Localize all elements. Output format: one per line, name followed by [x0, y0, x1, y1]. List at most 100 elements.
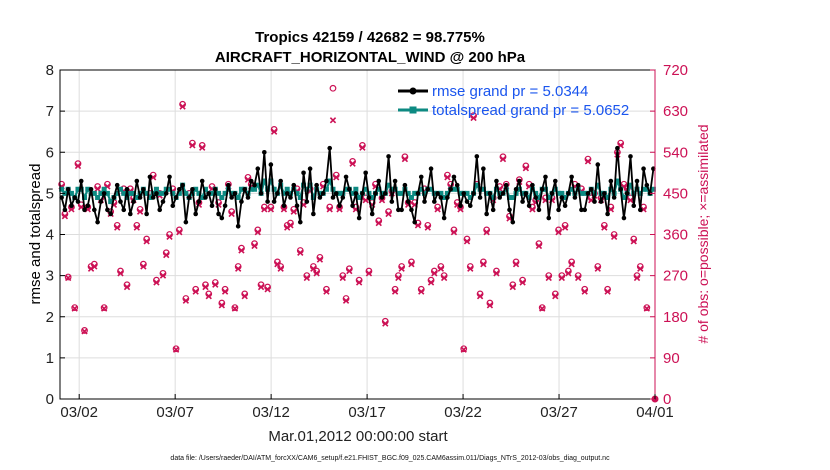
rmse-point [454, 182, 460, 188]
rmse-point [167, 174, 172, 180]
obs-possible-point [100, 304, 108, 312]
rmse-point [572, 195, 578, 200]
totalspread-point [323, 186, 329, 192]
totalspread-point [59, 186, 65, 192]
rmse-point [173, 195, 179, 200]
rmse-point [157, 207, 163, 213]
rmse-point [546, 215, 552, 221]
grid-lines [60, 70, 655, 399]
obs-assimilated-point [192, 288, 199, 295]
totalspread-point [627, 182, 633, 188]
obs-assimilated-point [470, 114, 477, 122]
rmse-point [252, 182, 257, 188]
rmse-point [517, 178, 522, 184]
y-tick-label: 2 [46, 309, 54, 326]
totalspread-point [248, 186, 254, 192]
obs-assimilated-point [143, 238, 150, 245]
y2-tick-label: 450 [663, 185, 688, 202]
totalspread-point [464, 190, 470, 196]
rmse-point [536, 207, 542, 213]
rmse-point [513, 186, 519, 192]
obs-assimilated-point [486, 302, 494, 309]
rmse-point [569, 174, 574, 180]
rmse-point [621, 215, 627, 221]
rmse-point [347, 186, 352, 192]
totalspread-point [480, 186, 486, 192]
obs-assimilated-point [391, 288, 399, 295]
rmse-point [510, 219, 516, 225]
totalspread-point [438, 190, 444, 196]
obs-assimilated-point [568, 261, 575, 268]
obs-assimilated-point [316, 256, 324, 263]
totalspread-point [222, 190, 228, 196]
rmse-point [615, 145, 620, 151]
obs-assimilated-point [310, 265, 317, 272]
totalspread-point [297, 194, 303, 200]
rmse-point [297, 219, 303, 225]
rmse-point [340, 195, 346, 200]
rmse-point [327, 145, 333, 151]
obs-assimilated-point [297, 249, 304, 256]
totalspread-point [124, 194, 130, 200]
rmse-point [432, 199, 437, 204]
rmse-point [366, 195, 372, 200]
rmse-point [111, 195, 117, 200]
totalspread-point [170, 190, 176, 196]
rmse-point [170, 203, 176, 209]
rmse-point [75, 199, 81, 204]
obs-assimilated-point [326, 206, 333, 213]
right-axis-ticks: 0 90 180 270 360 450 540 630 720 [650, 62, 688, 408]
rmse-point [85, 203, 91, 209]
rmse-point [487, 191, 493, 196]
totalspread-point [546, 194, 552, 200]
obs-assimilated-point [342, 297, 350, 304]
rmse-point [62, 207, 68, 213]
obs-assimilated-point [136, 208, 144, 215]
obs-assimilated-point [133, 224, 140, 231]
totalspread-point [117, 186, 123, 192]
obs-assimilated-point [535, 242, 543, 250]
rmse-point [562, 203, 568, 209]
rmse-point [428, 166, 434, 171]
legend-rmse-marker [409, 87, 417, 95]
obs-assimilated-point [601, 224, 608, 231]
rmse-point [203, 195, 208, 200]
rmse-point [458, 203, 463, 209]
obs-assimilated-point [529, 206, 536, 213]
totalspread-point [595, 182, 601, 188]
obs-assimilated-point [604, 288, 611, 295]
obs-assimilated-point [539, 305, 546, 312]
rmse-point [602, 191, 607, 196]
rmse-point [592, 199, 597, 204]
obs-assimilated-point [159, 272, 167, 279]
totalspread-point [104, 190, 110, 196]
obs-assimilated-point [480, 261, 487, 268]
rmse-point [595, 162, 601, 167]
rmse-point [422, 199, 427, 204]
totalspread-point [108, 199, 114, 205]
totalspread-point [582, 190, 588, 196]
y-tick-label: 0 [46, 391, 54, 408]
x-axis-label: Mar.01,2012 00:00:00 start [268, 428, 448, 445]
obs-assimilated-point [627, 197, 634, 204]
obs-possible-point [329, 84, 337, 92]
x-tick-label: 03/02 [60, 404, 98, 421]
rmse-point [281, 203, 287, 209]
obs-assimilated-point [228, 210, 235, 218]
rmse-point [284, 191, 290, 196]
rmse-point [199, 178, 205, 184]
obs-assimilated-point [512, 261, 520, 268]
rmse-point [631, 203, 637, 209]
rmse-point [392, 178, 398, 184]
obs-assimilated-point [434, 206, 441, 213]
obs-assimilated-point [238, 247, 245, 254]
obs-assimilated-point [584, 158, 592, 165]
totalspread-point [386, 182, 392, 188]
legend-rmse-label: rmse grand pr = 5.0344 [432, 83, 588, 100]
rmse-point [461, 191, 467, 196]
y-tick-label: 3 [46, 268, 54, 285]
obs-assimilated-point [117, 270, 124, 277]
totalspread-point [644, 186, 650, 192]
totalspread-point [255, 182, 261, 188]
